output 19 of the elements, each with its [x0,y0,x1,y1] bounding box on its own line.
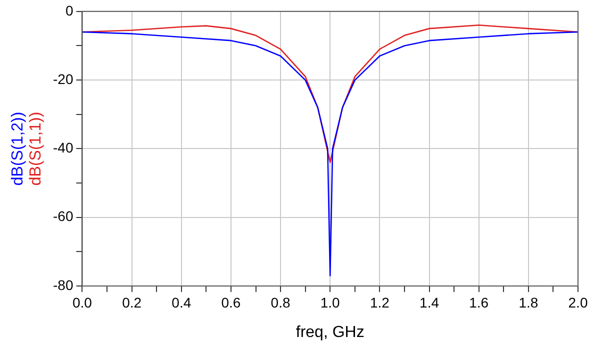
x-tick-label: 1.6 [469,294,489,310]
y-tick-label: 0 [65,2,74,18]
x-tick-label: 0.8 [270,294,290,310]
x-tick-label: 0.6 [221,294,241,310]
x-tick-label: 1.4 [420,294,440,310]
x-tick-label: 1.8 [518,294,538,310]
y-tick-label: -20 [53,70,74,87]
y-tick-label: -40 [53,140,74,156]
y-tick-label: -80 [53,276,74,293]
x-tick-label: 2.0 [568,294,588,310]
x-tick-label: 1.0 [320,294,340,310]
x-tick-label: 0.2 [122,294,142,310]
x-tick-label: 0.0 [72,294,92,310]
x-tick-label: 0.4 [172,294,192,310]
x-axis-title: freq, GHz [296,324,364,341]
text: dB(S(1,1)) [27,112,44,186]
y-tick-label: -60 [53,208,74,224]
text: dB(S(1,2)) [9,112,26,186]
x-tick-label: 1.2 [370,294,390,310]
